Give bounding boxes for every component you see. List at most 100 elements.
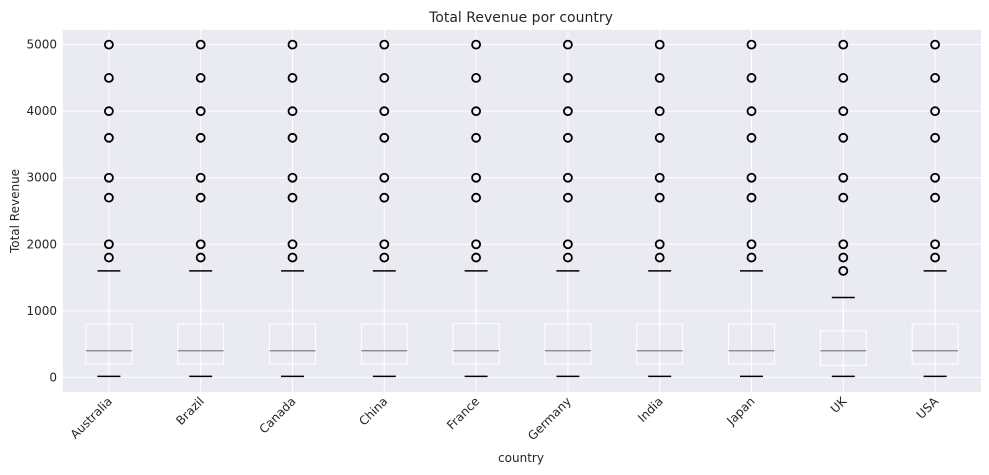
x-tick-labels: Australia Brazil Canada China France Germany I… [68,393,942,443]
outlier-point [379,106,390,117]
outlier-point [930,106,940,117]
outliers-layer [104,39,940,276]
outlier-point [471,132,482,143]
x-tick-label: Canada [256,394,298,436]
outlier-point [195,239,206,250]
outlier-point [838,106,849,117]
outlier-point [838,192,849,203]
outlier-point [746,252,757,263]
y-tick-label: 5000 [26,38,57,52]
y-tick-label: 3000 [26,171,57,185]
outlier-point [471,73,482,83]
grid-lines [63,30,981,392]
outlier-point [195,73,206,83]
outlier-point [930,172,940,183]
outlier-point [287,39,298,50]
outlier-point [287,252,298,263]
outlier-point [287,73,298,83]
box-iqr [85,323,133,365]
outlier-point [195,132,206,143]
box-brazil [177,270,225,378]
outlier-point [471,239,482,250]
outlier-point [746,192,757,203]
outlier-point [746,106,757,117]
outlier-point [746,73,757,83]
outlier-point [838,73,849,83]
outlier-point [563,252,573,263]
outlier-point [379,252,390,263]
outlier-point [930,252,940,263]
y-tick-label: 1000 [26,304,57,318]
outlier-point [104,172,114,183]
x-tick-label: India [635,394,666,425]
outlier-point [563,39,573,50]
chart-title: Total Revenue por country [428,10,613,26]
outlier-point [838,132,849,143]
x-tick-label: France [444,394,482,432]
outlier-point [838,252,849,263]
outlier-point [838,172,849,183]
outlier-point [563,73,573,83]
outlier-point [287,172,298,183]
outlier-point [563,106,573,117]
outlier-point [746,239,757,250]
outlier-point [471,252,482,263]
outlier-point [287,106,298,117]
box-iqr [544,323,592,365]
box-iqr [177,323,225,365]
x-tick-label: Brazil [173,394,207,428]
outlier-point [654,106,665,117]
outlier-point [654,172,665,183]
box-iqr [819,330,867,366]
outlier-point [195,106,206,117]
box-china [360,270,408,378]
outlier-point [287,192,298,203]
outlier-point [287,132,298,143]
outlier-point [104,106,114,117]
outlier-point [471,39,482,50]
box-australia [85,270,133,378]
outlier-point [379,39,390,50]
outlier-point [930,132,940,143]
box-france [452,270,500,378]
box-iqr [728,323,775,365]
outlier-point [654,192,665,203]
outlier-point [471,172,482,183]
outlier-point [838,265,849,276]
outlier-point [195,39,206,50]
y-tick-label: 4000 [26,104,57,118]
outlier-point [746,39,757,50]
outlier-point [379,172,390,183]
outlier-point [195,172,206,183]
x-tick-label: Germany [525,394,574,443]
outlier-point [654,73,665,83]
outlier-point [563,192,573,203]
outlier-point [654,252,665,263]
y-axis-title: Total Revenue [8,169,22,254]
box-uk [819,296,867,378]
box-iqr [360,323,408,365]
outlier-point [379,73,390,83]
outlier-point [195,252,206,263]
outlier-point [287,239,298,250]
outlier-point [104,39,114,50]
outlier-point [195,192,206,203]
box-iqr [452,322,500,365]
x-axis-title: country [498,451,544,465]
x-tick-label: China [356,394,390,428]
plot-area [63,30,981,392]
box-iqr [636,323,684,365]
outlier-point [563,132,573,143]
outlier-point [746,132,757,143]
box-germany [544,270,592,378]
outlier-point [563,239,573,250]
x-tick-label: USA [914,394,942,422]
outlier-point [471,192,482,203]
x-tick-label: Australia [68,394,115,441]
outlier-point [654,239,665,250]
outlier-point [930,192,940,203]
outlier-point [379,239,390,250]
y-tick-label: 0 [49,370,57,384]
box-iqr [911,323,959,365]
x-tick-label: UK [828,393,850,415]
